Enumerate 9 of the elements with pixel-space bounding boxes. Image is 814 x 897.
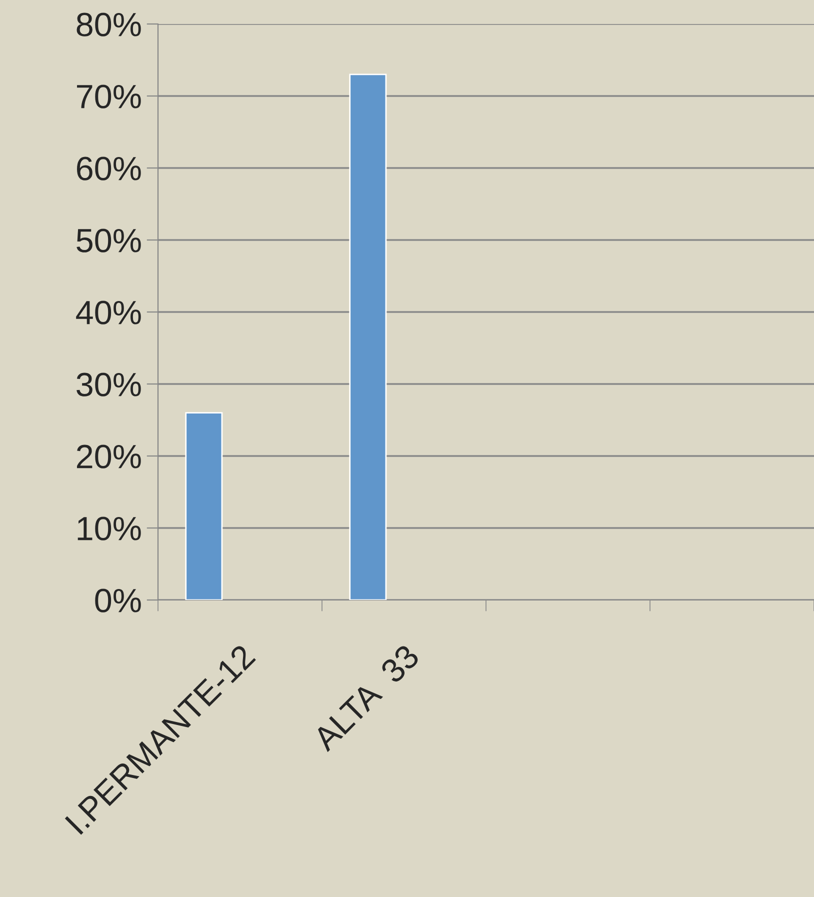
y-tick-label: 10%	[78, 516, 141, 540]
y-tick-label: 70%	[77, 84, 141, 108]
y-tick-label: 40%	[76, 300, 141, 324]
y-tick-label: 20%	[76, 444, 141, 468]
y-tick-label: 50%	[76, 228, 141, 252]
y-tick-label: 0%	[95, 588, 141, 612]
y-tick-label: 60%	[77, 156, 141, 180]
y-tick-label: 80%	[76, 12, 141, 36]
y-tick-label: 30%	[76, 372, 141, 396]
